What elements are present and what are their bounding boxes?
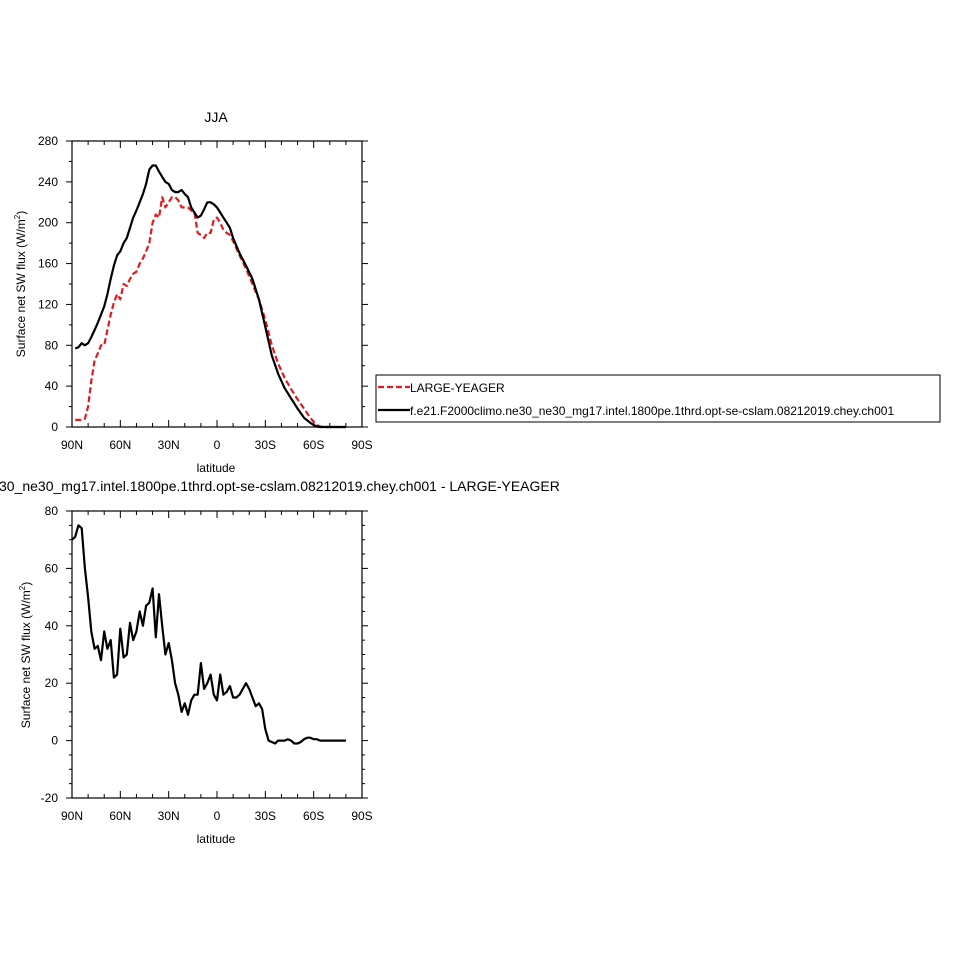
top-y-tick-label: 120 [38,297,58,311]
bottom-panel: f.e21.F2000climo.ne30_ne30_mg17.intel.18… [0,478,560,846]
top-x-tick-label: 60S [303,438,324,452]
top-x-tick-label: 90S [351,438,372,452]
top-x-tick-label: 60N [109,438,131,452]
bottom-x-tick-label: 90S [351,809,372,823]
bottom-y-tick-label: 0 [51,734,58,748]
bottom-x-axis-label: latitude [197,832,236,846]
bottom-x-tick-label: 60N [109,809,131,823]
bottom-y-tick-label: 40 [45,619,59,633]
top-x-tick-label: 0 [214,438,221,452]
bottom-plot-frame [71,510,363,799]
bottom-x-tick-label: 60S [303,809,324,823]
top-y-tick-label: 280 [38,134,58,148]
legend-label-large-yeager: LARGE-YEAGER [410,381,505,395]
top-ticks: 90N 60N 30N 0 30S 60S 90S 0 40 80 120 160 200 240 280 [38,134,373,452]
top-y-tick-label: 240 [38,175,58,189]
legend-box [375,374,941,423]
top-y-tick-label: 40 [45,379,59,393]
top-y-tick-label: 160 [38,257,58,271]
top-series-line-0 [75,196,346,429]
top-x-tick-label: 90N [61,438,83,452]
top-y-tick-label: 200 [38,216,58,230]
bottom-x-tick-label: 30N [158,809,180,823]
bottom-series-line-0 [71,524,346,745]
bottom-x-tick-label: 0 [214,809,221,823]
bottom-ticks: 90N 60N 30N 0 30S 60S 90S -20 0 20 40 60 80 [41,504,373,823]
top-y-tick-label: 0 [51,420,58,434]
bottom-y-tick-label: 80 [45,504,59,518]
legend: LARGE-YEAGER f.e21.F2000climo.ne30_ne30_… [375,374,941,423]
top-y-axis-label: Surface net SW flux (W/m2) [13,211,28,357]
top-series [74,164,346,429]
bottom-y-tick-label: 60 [45,561,59,575]
top-plot-frame [71,140,363,428]
bottom-chart-title: f.e21.F2000climo.ne30_ne30_mg17.intel.18… [0,478,560,494]
bottom-x-tick-label: 30S [255,809,276,823]
top-panel: JJA 90N 60N 30N 0 30S 60S 90S 0 40 80 120 160 200 240… [13,109,373,475]
top-x-tick-label: 30S [255,438,276,452]
top-chart-title: JJA [204,109,228,125]
bottom-y-axis-label: Surface net SW flux (W/m2) [18,582,33,728]
bottom-y-tick-label: 20 [45,676,59,690]
top-x-axis-label: latitude [197,461,236,475]
legend-label-model: f.e21.F2000climo.ne30_ne30_mg17.intel.18… [410,404,894,418]
bottom-y-tick-label: -20 [41,791,59,805]
top-y-tick-label: 80 [45,338,59,352]
bottom-series [71,524,346,745]
bottom-x-tick-label: 90N [61,809,83,823]
top-x-tick-label: 30N [158,438,180,452]
top-series-line-1 [74,164,346,429]
